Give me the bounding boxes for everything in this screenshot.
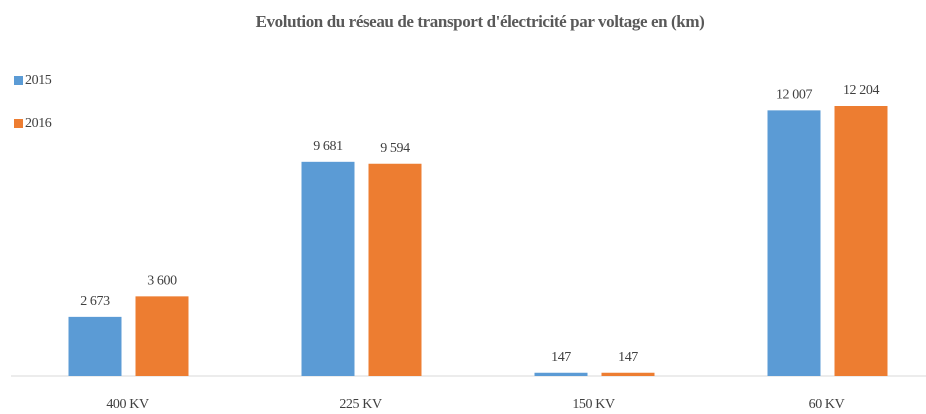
x-tick-label: 150 KV xyxy=(572,397,615,412)
value-label: 147 xyxy=(618,350,638,365)
value-label: 147 xyxy=(551,350,571,365)
bar xyxy=(301,161,355,376)
value-label: 9 594 xyxy=(380,141,410,156)
legend-swatch xyxy=(14,76,23,85)
value-label: 12 007 xyxy=(776,88,813,103)
bar xyxy=(601,372,655,376)
bar xyxy=(834,106,888,376)
bar xyxy=(767,110,821,377)
x-tick-label: 60 KV xyxy=(809,397,845,412)
value-label: 2 673 xyxy=(80,294,110,309)
x-tick-label: 225 KV xyxy=(339,397,382,412)
bar xyxy=(368,163,422,376)
value-label: 9 681 xyxy=(313,139,343,154)
bar xyxy=(68,316,122,376)
bar xyxy=(534,372,588,376)
value-label: 12 204 xyxy=(843,83,880,98)
legend-label: 2015 xyxy=(25,73,52,88)
bar xyxy=(135,296,189,376)
value-label: 3 600 xyxy=(147,274,177,289)
legend-swatch xyxy=(14,119,23,128)
legend-label: 2016 xyxy=(25,116,52,131)
x-tick-label: 400 KV xyxy=(106,397,149,412)
chart-title: Evolution du réseau de transport d'élect… xyxy=(256,12,705,31)
